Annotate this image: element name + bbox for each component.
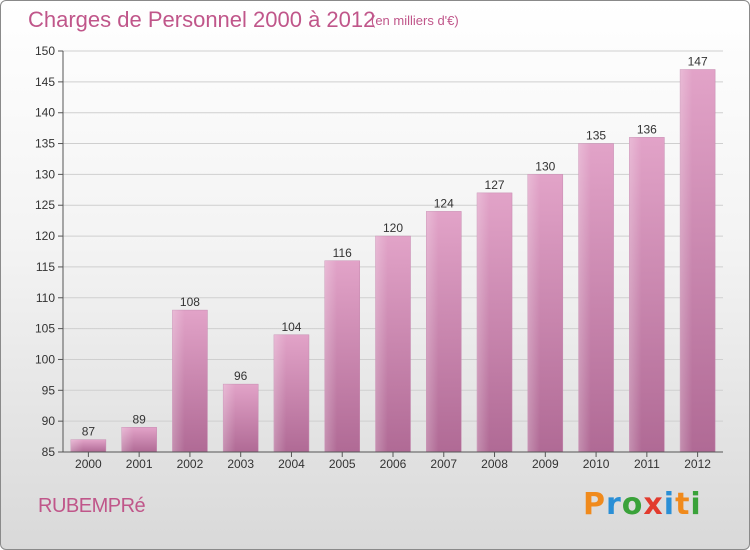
y-tick-label: 125 <box>35 198 55 212</box>
value-label-2005: 116 <box>333 246 352 260</box>
y-tick-label: 115 <box>36 260 55 274</box>
value-label-2006: 120 <box>383 221 403 235</box>
bar-highlight <box>375 236 388 452</box>
x-tick-label-2003: 2003 <box>227 457 254 471</box>
bar-highlight <box>324 260 337 452</box>
y-tick-label: 150 <box>35 44 55 58</box>
value-label-2009: 130 <box>535 159 555 173</box>
y-tick-label: 100 <box>35 352 55 366</box>
y-tick-label: 135 <box>35 137 55 151</box>
y-tick-label: 130 <box>35 167 55 181</box>
bar-highlight <box>70 439 84 452</box>
value-label-2008: 127 <box>485 178 505 192</box>
proxiti-logo[interactable]: Proxiti <box>583 487 702 522</box>
bar-highlight <box>578 143 591 453</box>
x-tick-label-2007: 2007 <box>430 457 457 471</box>
x-tick-label-2000: 2000 <box>75 457 102 471</box>
x-tick-label-2001: 2001 <box>126 457 153 471</box>
y-tick-label: 140 <box>35 106 55 120</box>
x-tick-label-2011: 2011 <box>634 457 660 471</box>
x-tick-label-2004: 2004 <box>278 457 305 471</box>
commune-name: RUBEMPRé <box>38 495 146 517</box>
y-tick-label: 105 <box>35 322 55 336</box>
value-label-2010: 135 <box>586 129 606 143</box>
x-tick-label-2006: 2006 <box>380 457 407 471</box>
y-tick-label: 85 <box>42 445 56 459</box>
x-tick-label-2009: 2009 <box>532 457 559 471</box>
y-tick-label: 95 <box>42 383 56 397</box>
value-label-2003: 96 <box>234 369 248 383</box>
y-tick-label: 145 <box>35 75 55 89</box>
value-label-2000: 87 <box>82 425 96 439</box>
y-tick-label: 90 <box>42 414 56 428</box>
bar-highlight <box>223 384 236 452</box>
bar-highlight <box>680 69 693 452</box>
chart-title: Charges de Personnel 2000 à 2012 <box>28 7 376 32</box>
chart-unit: (en milliers d'€) <box>371 13 459 28</box>
bar-highlight <box>426 211 439 452</box>
bar-highlight <box>172 310 185 452</box>
bar-highlight <box>629 137 642 452</box>
value-label-2002: 108 <box>180 295 200 309</box>
y-tick-label: 120 <box>35 229 55 243</box>
bar-highlight <box>527 174 541 452</box>
value-label-2007: 124 <box>434 196 454 210</box>
value-label-2011: 136 <box>637 122 657 136</box>
bar-highlight <box>273 334 287 452</box>
value-label-2001: 89 <box>132 412 146 426</box>
value-label-2004: 104 <box>281 320 301 334</box>
x-tick-label-2002: 2002 <box>177 457 204 471</box>
bar-highlight <box>121 427 134 452</box>
x-tick-label-2010: 2010 <box>583 457 610 471</box>
bar-highlight <box>477 192 490 452</box>
value-label-2012: 147 <box>688 55 708 69</box>
y-tick-label: 110 <box>36 291 55 305</box>
x-tick-label-2005: 2005 <box>329 457 356 471</box>
x-tick-label-2008: 2008 <box>481 457 508 471</box>
x-tick-label-2012: 2012 <box>684 457 711 471</box>
